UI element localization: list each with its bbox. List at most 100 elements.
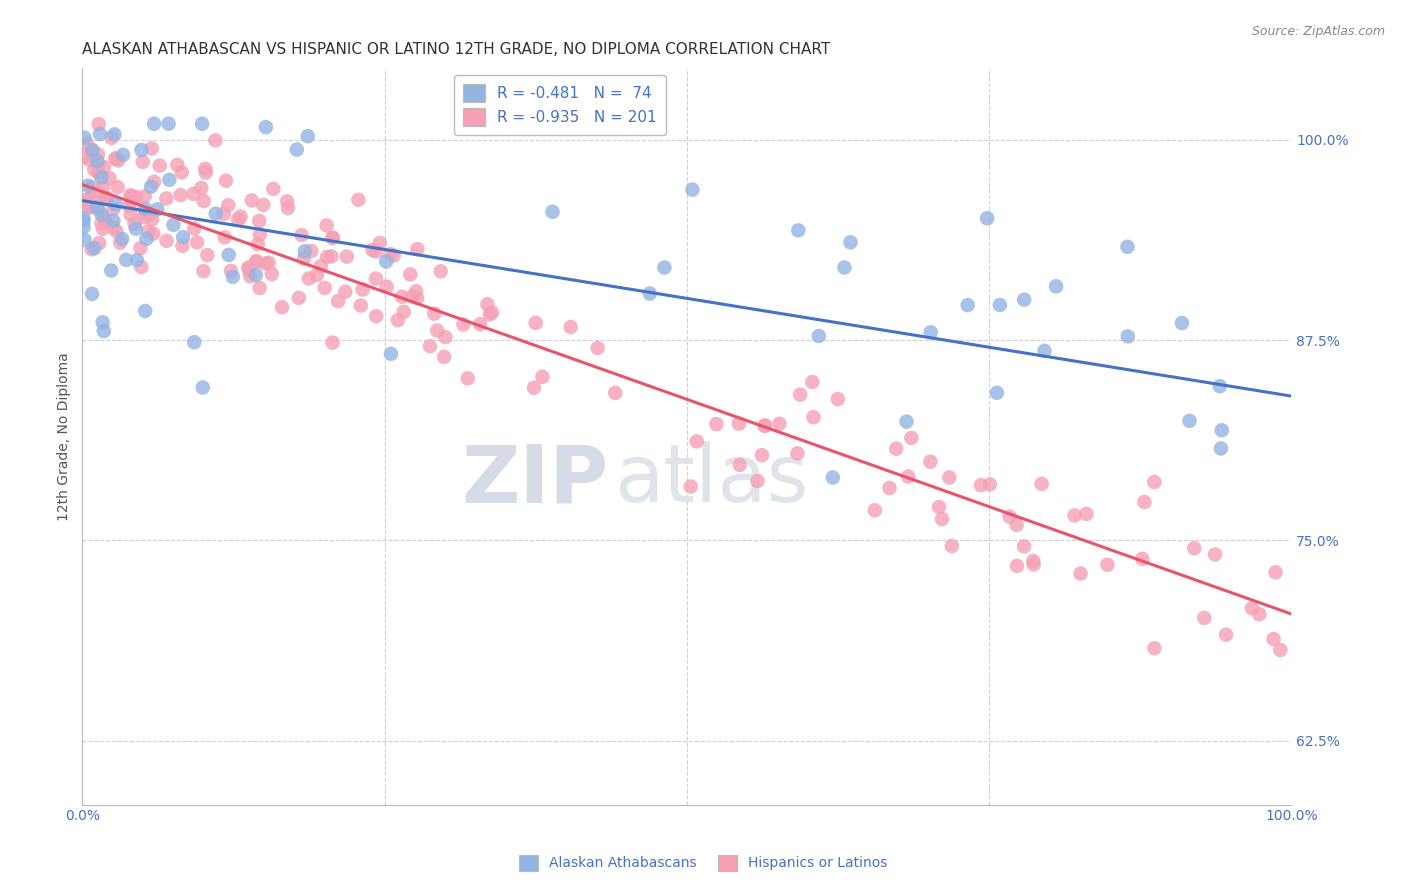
Point: [214, 230, 236, 244]
Point: [1178, 414, 1201, 428]
Point: [1031, 477, 1053, 491]
Point: [245, 254, 267, 268]
Point: [879, 481, 901, 495]
Point: [524, 316, 547, 330]
Point: [1264, 566, 1286, 580]
Point: [89, 236, 111, 251]
Point: [246, 255, 269, 269]
Point: [121, 190, 143, 204]
Point: [121, 194, 143, 208]
Point: [80, 179, 103, 194]
Point: [786, 446, 808, 460]
Point: [107, 180, 129, 194]
Point: [105, 151, 128, 165]
Point: [1133, 495, 1156, 509]
Point: [288, 291, 311, 305]
Text: Source: ZipAtlas.com: Source: ZipAtlas.com: [1251, 25, 1385, 38]
Point: [1270, 643, 1292, 657]
Point: [988, 298, 1011, 312]
Point: [401, 289, 423, 303]
Point: [87, 166, 110, 180]
Point: [93, 324, 115, 338]
Point: [1005, 558, 1028, 573]
Point: [1209, 442, 1232, 456]
Point: [747, 474, 769, 488]
Point: [124, 217, 146, 231]
Point: [751, 448, 773, 462]
Point: [157, 173, 180, 187]
Point: [141, 141, 163, 155]
Point: [315, 219, 337, 233]
Point: [108, 235, 131, 250]
Point: [541, 204, 564, 219]
Point: [321, 249, 343, 263]
Point: [94, 212, 117, 227]
Point: [90, 216, 112, 230]
Point: [103, 214, 125, 228]
Point: [679, 479, 702, 493]
Point: [172, 230, 194, 244]
Point: [1033, 343, 1056, 358]
Point: [426, 324, 449, 338]
Point: [405, 284, 427, 298]
Point: [322, 231, 344, 245]
Point: [956, 298, 979, 312]
Point: [239, 269, 262, 284]
Point: [434, 330, 457, 344]
Point: [129, 241, 152, 255]
Point: [1097, 558, 1119, 572]
Point: [72, 220, 94, 235]
Point: [1005, 517, 1028, 532]
Point: [884, 442, 907, 456]
Point: [1182, 541, 1205, 556]
Point: [87, 117, 110, 131]
Point: [132, 210, 155, 224]
Point: [238, 260, 260, 275]
Point: [728, 458, 751, 472]
Point: [115, 252, 138, 267]
Point: [1249, 607, 1271, 622]
Point: [768, 417, 790, 431]
Point: [1116, 240, 1139, 254]
Point: [87, 186, 110, 200]
Text: ALASKAN ATHABASCAN VS HISPANIC OR LATINO 12TH GRADE, NO DIPLOMA CORRELATION CHAR: ALASKAN ATHABASCAN VS HISPANIC OR LATINO…: [83, 42, 831, 57]
Point: [143, 175, 166, 189]
Point: [938, 470, 960, 484]
Point: [134, 189, 156, 203]
Point: [789, 387, 811, 401]
Point: [654, 260, 676, 275]
Point: [252, 198, 274, 212]
Point: [218, 248, 240, 262]
Point: [212, 207, 235, 221]
Point: [104, 197, 127, 211]
Point: [326, 294, 349, 309]
Point: [638, 286, 661, 301]
Point: [347, 193, 370, 207]
Y-axis label: 12th Grade, No Diploma: 12th Grade, No Diploma: [58, 351, 72, 521]
Point: [1215, 628, 1237, 642]
Point: [920, 325, 942, 339]
Point: [80, 143, 103, 157]
Point: [931, 512, 953, 526]
Point: [143, 117, 166, 131]
Point: [132, 154, 155, 169]
Point: [183, 335, 205, 350]
Point: [157, 117, 180, 131]
Point: [139, 179, 162, 194]
Point: [478, 307, 501, 321]
Point: [138, 224, 160, 238]
Point: [246, 237, 269, 252]
Point: [72, 214, 94, 228]
Point: [292, 252, 315, 266]
Point: [155, 192, 177, 206]
Point: [1209, 379, 1232, 393]
Point: [298, 271, 321, 285]
Point: [94, 190, 117, 204]
Point: [194, 165, 217, 179]
Point: [807, 329, 830, 343]
Point: [98, 171, 121, 186]
Point: [120, 188, 142, 202]
Point: [900, 431, 922, 445]
Point: [586, 341, 609, 355]
Point: [271, 300, 294, 314]
